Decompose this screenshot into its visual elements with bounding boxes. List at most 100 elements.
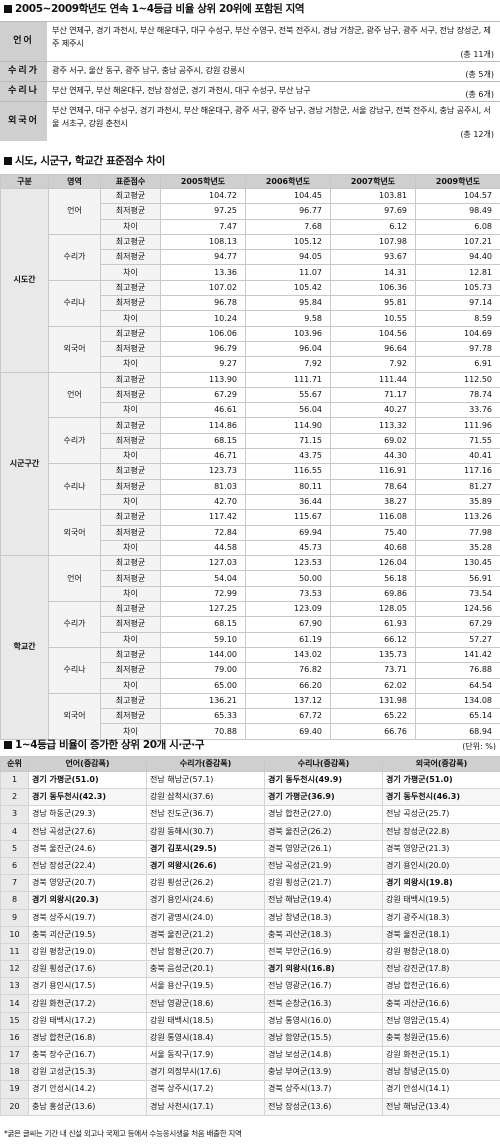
region-cell: 경기 의왕시(26.6) bbox=[146, 856, 265, 876]
score-cell: 116.08 bbox=[330, 509, 416, 526]
section-increase-top20: 1~4등급 비율이 증가한 상위 20개 시·군·구 (단위: %) 순위 언어(… bbox=[0, 732, 500, 1145]
metric-label: 최고평균 bbox=[100, 233, 161, 251]
metric-label: 최저평균 bbox=[100, 432, 161, 450]
region-row: 언어 부산 연제구, 경기 과천시, 부산 해운대구, 대구 수성구, 부산 수영… bbox=[0, 21, 500, 61]
column-header: 수리가(증감폭) bbox=[146, 756, 265, 772]
score-cell: 66.12 bbox=[330, 631, 416, 648]
table-row: 수리나 최고평균 107.02 105.42 106.36 105.73 bbox=[1, 279, 500, 327]
region-list-text: 광주 서구, 울산 동구, 광주 남구, 충남 공주시, 강원 강릉시 bbox=[52, 65, 245, 75]
metric-label: 최고평균 bbox=[100, 187, 161, 205]
score-cell: 96.64 bbox=[330, 340, 416, 358]
subject-label: 수리나 bbox=[48, 279, 101, 327]
subject-label: 수리가 bbox=[48, 233, 101, 281]
table-row: 최저평균 94.77 94.05 93.67 94.40 bbox=[1, 249, 500, 266]
region-cell: 경기 동두천시(49.9) bbox=[264, 770, 383, 790]
score-cell: 117.16 bbox=[415, 463, 500, 480]
region-cell: 전남 영광군(16.7) bbox=[264, 977, 383, 996]
score-cell: 7.92 bbox=[330, 356, 416, 373]
metric-label: 차이 bbox=[100, 264, 161, 281]
metric-label: 최저평균 bbox=[100, 478, 161, 495]
region-cell: 충북 청원군(15.6) bbox=[382, 1028, 500, 1048]
rank-cell: 3 bbox=[0, 805, 29, 824]
region-cell: 전남 해남군(19.4) bbox=[264, 891, 383, 910]
rank-cell: 16 bbox=[0, 1028, 29, 1048]
region-cell: 경북 영양군(21.3) bbox=[382, 839, 500, 858]
score-gap-header-row: 구분 영역 표준점수 2005학년도 2006학년도 2007학년도 2009학년도 bbox=[0, 174, 500, 189]
region-cell: 경기 가평군(51.0) bbox=[28, 770, 147, 790]
region-cell: 경남 통영시(16.0) bbox=[264, 1011, 383, 1030]
region-count: (총 5개) bbox=[462, 71, 494, 79]
subject-label: 외국어 bbox=[48, 692, 101, 740]
metric-label: 최고평균 bbox=[100, 417, 161, 434]
region-cell: 충남 부여군(13.9) bbox=[264, 1063, 383, 1082]
metric-label: 차이 bbox=[100, 356, 161, 373]
score-cell: 81.27 bbox=[415, 478, 500, 495]
score-cell: 106.06 bbox=[160, 325, 246, 342]
score-cell: 6.91 bbox=[415, 356, 500, 373]
score-cell: 9.27 bbox=[160, 356, 246, 373]
metric-label: 최저평균 bbox=[100, 295, 161, 312]
region-cell: 경남 하동군(29.3) bbox=[28, 805, 147, 824]
subject-label: 언어 bbox=[48, 371, 101, 419]
region-cell: 강원 평창군(19.0) bbox=[28, 942, 147, 962]
table-row: 차이 10.24 9.58 10.55 8.59 bbox=[1, 310, 500, 327]
region-cell: 강원 횡성군(26.2) bbox=[146, 874, 265, 893]
region-cell: 경북 상주시(19.7) bbox=[28, 908, 147, 927]
score-cell: 81.03 bbox=[160, 478, 246, 495]
column-header: 언어(증감폭) bbox=[28, 756, 147, 772]
score-cell: 94.40 bbox=[415, 249, 500, 266]
table-row: 4 전남 곡성군(27.6) 강원 동해시(30.7) 경북 울진군(26.2) 전남 … bbox=[0, 822, 500, 841]
region-cell: 강원 화천군(17.2) bbox=[28, 994, 147, 1013]
table-row: 9 경북 상주시(19.7) 경기 광명시(24.0) 경남 창녕군(18.3) 경기 … bbox=[0, 908, 500, 927]
rank-cell: 12 bbox=[0, 960, 29, 979]
region-cell: 경기 용인시(17.5) bbox=[28, 977, 147, 996]
score-cell: 71.15 bbox=[245, 432, 331, 450]
score-cell: 10.55 bbox=[330, 310, 416, 327]
region-cell: 서울 용산구(19.5) bbox=[146, 977, 265, 996]
score-cell: 111.71 bbox=[245, 371, 331, 388]
metric-label: 차이 bbox=[100, 677, 161, 694]
region-cell: 경남 함양군(15.5) bbox=[264, 1028, 383, 1048]
score-cell: 66.76 bbox=[330, 723, 416, 740]
region-cell: 경남 창녕군(15.0) bbox=[382, 1063, 500, 1082]
score-cell: 78.74 bbox=[415, 386, 500, 404]
region-cell: 전북 부안군(16.9) bbox=[264, 942, 383, 962]
subject-label: 외국어 bbox=[48, 509, 101, 557]
score-gap-table: 구분 영역 표준점수 2005학년도 2006학년도 2007학년도 2009학년도 시도간… bbox=[0, 174, 500, 740]
score-cell: 7.68 bbox=[245, 218, 331, 235]
score-cell: 130.45 bbox=[415, 555, 500, 572]
table-row: 11 강원 평창군(19.0) 전남 함평군(20.7) 전북 부안군(16.9) 강원… bbox=[0, 942, 500, 962]
score-cell: 65.33 bbox=[160, 708, 246, 725]
column-header: 표준점수 bbox=[100, 174, 161, 189]
table-row: 2 경기 동두천시(42.3) 강원 삼척시(37.6) 경기 가평군(36.9) 경기… bbox=[0, 788, 500, 807]
region-cell: 경북 울진군(18.1) bbox=[382, 925, 500, 944]
score-cell: 57.27 bbox=[415, 631, 500, 648]
region-cell: 강원 삼척시(37.6) bbox=[146, 788, 265, 807]
metric-label: 최저평균 bbox=[100, 524, 161, 541]
score-cell: 6.12 bbox=[330, 218, 416, 235]
subject-label: 외국어 bbox=[48, 325, 101, 373]
table-row: 수리나 최고평균 144.00 143.02 135.73 141.42 bbox=[1, 646, 500, 694]
section-3-title: 1~4등급 비율이 증가한 상위 20개 시·군·구 bbox=[4, 740, 205, 751]
score-cell: 135.73 bbox=[330, 646, 416, 664]
table-row: 8 경기 의왕시(20.3) 경기 용인시(24.6) 전남 해남군(19.4) 강원 … bbox=[0, 891, 500, 910]
score-cell: 144.00 bbox=[160, 646, 246, 664]
region-cell: 강원 횡성군(17.6) bbox=[28, 960, 147, 979]
score-cell: 107.21 bbox=[415, 233, 500, 251]
score-cell: 96.79 bbox=[160, 340, 246, 358]
region-cell: 경기 동두천시(42.3) bbox=[28, 788, 147, 807]
table-row: 차이 46.61 56.04 40.27 33.76 bbox=[1, 402, 500, 419]
metric-label: 최고평균 bbox=[100, 371, 161, 388]
score-cell: 44.58 bbox=[160, 539, 246, 557]
region-cell: 경남 보성군(14.8) bbox=[264, 1045, 383, 1065]
table-row: 차이 46.71 43.75 44.30 40.41 bbox=[1, 448, 500, 465]
rank-cell: 15 bbox=[0, 1011, 29, 1030]
region-cell: 강원 통영시(18.4) bbox=[146, 1028, 265, 1048]
score-cell: 70.88 bbox=[160, 723, 246, 740]
column-header: 구분 bbox=[0, 174, 49, 189]
score-cell: 79.00 bbox=[160, 662, 246, 679]
metric-label: 차이 bbox=[100, 539, 161, 557]
square-bullet-icon bbox=[4, 741, 12, 749]
region-cell: 경남 사천시(17.1) bbox=[146, 1097, 265, 1116]
score-cell: 94.77 bbox=[160, 249, 246, 266]
